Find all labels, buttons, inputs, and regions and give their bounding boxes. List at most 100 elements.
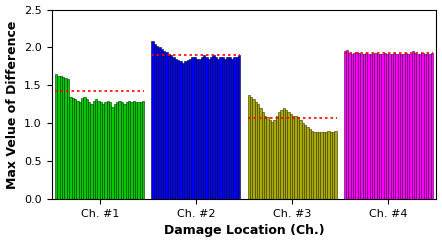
Bar [264,116,267,199]
Bar [412,51,414,199]
Bar [172,57,175,199]
Bar [428,53,431,199]
Bar [330,132,332,199]
Bar [290,114,292,199]
Bar [283,108,285,199]
Bar [118,101,121,199]
Bar [344,51,346,199]
Bar [104,102,107,199]
Bar [273,120,276,199]
Bar [191,57,194,199]
Bar [398,53,400,199]
Bar [154,44,156,199]
Bar [67,79,69,199]
Bar [426,54,428,199]
Bar [421,53,423,199]
Bar [370,54,372,199]
Bar [135,102,137,199]
Bar [351,53,353,199]
Bar [280,110,283,199]
Bar [93,101,95,199]
Bar [222,57,224,199]
Bar [250,97,252,199]
Bar [121,102,123,199]
Bar [287,112,290,199]
Bar [400,54,402,199]
Bar [365,53,367,199]
Bar [130,102,133,199]
Bar [271,122,273,199]
Bar [301,123,304,199]
Bar [384,53,386,199]
Bar [248,95,250,199]
Bar [257,104,259,199]
Bar [269,120,271,199]
Bar [175,59,177,199]
Bar [372,53,374,199]
Bar [304,125,306,199]
Bar [252,99,255,199]
Bar [97,101,100,199]
Bar [292,116,294,199]
Bar [262,112,264,199]
Bar [233,57,236,199]
Bar [212,55,215,199]
Bar [360,53,362,199]
Bar [393,53,396,199]
Bar [348,53,351,199]
Bar [416,53,419,199]
Bar [391,53,393,199]
Y-axis label: Max Velue of Difference: Max Velue of Difference [6,20,19,189]
Bar [156,46,158,199]
Bar [377,53,379,199]
Bar [205,57,208,199]
Bar [114,104,116,199]
Bar [79,102,81,199]
Bar [158,47,161,199]
Bar [210,57,212,199]
Bar [194,57,196,199]
Bar [276,116,278,199]
Bar [414,53,416,199]
Bar [423,53,426,199]
Bar [215,57,217,199]
Bar [137,102,140,199]
Bar [163,51,165,199]
Bar [285,110,287,199]
Bar [431,53,433,199]
Bar [255,102,257,199]
Bar [83,97,86,199]
Bar [203,55,205,199]
Bar [294,116,297,199]
Bar [60,76,62,199]
Bar [182,63,184,199]
Bar [177,60,179,199]
Bar [313,132,316,199]
Bar [76,101,79,199]
Bar [229,57,231,199]
Bar [69,97,72,199]
Bar [381,53,384,199]
Bar [128,101,130,199]
Bar [402,53,405,199]
Bar [123,104,126,199]
Bar [379,53,381,199]
Bar [111,107,114,199]
Bar [355,52,358,199]
Bar [100,102,102,199]
Bar [226,57,229,199]
Bar [81,98,83,199]
Bar [184,61,187,199]
Bar [332,132,334,199]
Bar [309,129,311,199]
Bar [90,104,93,199]
Bar [405,53,407,199]
Bar [107,101,109,199]
Bar [196,59,198,199]
Bar [102,104,104,199]
Bar [334,131,337,199]
Bar [358,53,360,199]
Bar [367,53,370,199]
Bar [374,53,377,199]
Bar [168,53,170,199]
